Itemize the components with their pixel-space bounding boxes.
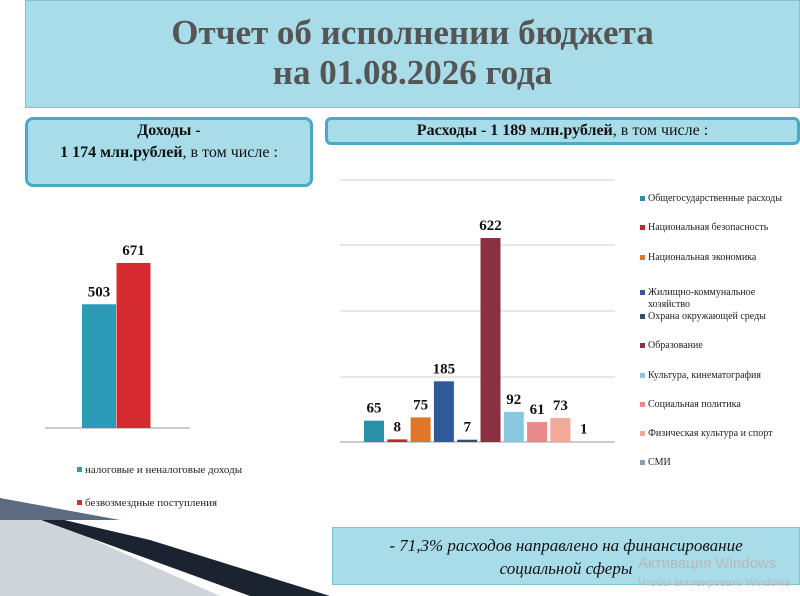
legend-swatch (640, 460, 645, 465)
legend-swatch (640, 314, 645, 319)
watermark-text: Чтобы активировать Windows (638, 577, 791, 589)
legend-swatch (640, 402, 645, 407)
legend-swatch (640, 431, 645, 436)
chart-right: 65 8 75 185 7 622 92 61 73 1 (364, 218, 594, 442)
legend-swatch (640, 196, 645, 201)
watermark: Активация Windows Чтобы активировать Wind… (638, 555, 790, 592)
chart-left: 503 671 (82, 243, 151, 428)
legend-item: Общегосударственные расходы (640, 193, 796, 205)
value-label: 75 (413, 397, 428, 413)
legend-item: Социальная политика (640, 399, 796, 411)
income-label: Доходы - (137, 122, 201, 139)
value-label: 503 (88, 284, 111, 300)
value-label: 7 (463, 420, 471, 436)
legend-swatch (640, 255, 645, 260)
value-label: 61 (530, 402, 545, 418)
note: социальной сферы (499, 559, 633, 578)
bar (433, 381, 454, 442)
value-label: 65 (367, 401, 382, 417)
bar (82, 304, 116, 428)
legend-label: Жилищно-коммунальное хозяйство (648, 287, 756, 310)
legend-item: Жилищно-коммунальное хозяйство (640, 287, 796, 311)
legend-item: СМИ (640, 457, 796, 469)
decor (0, 498, 120, 520)
legend-swatch (640, 373, 645, 378)
legend-item: Национальная безопасность (640, 222, 796, 234)
bar (387, 439, 408, 442)
note: - 71,3% расходов направлено на финансиро… (389, 536, 743, 555)
bar (527, 421, 548, 442)
income-amount: 1 174 млн.рублей (60, 144, 183, 161)
bar (116, 262, 151, 428)
bar (364, 420, 384, 442)
bar (410, 417, 431, 442)
legend-swatch (640, 343, 645, 348)
legend-item: Охрана окружающей среды (640, 311, 796, 323)
value-label: 671 (122, 243, 145, 259)
bar (480, 237, 501, 442)
watermark-text: Активация Windows (638, 555, 777, 572)
legend-label: Социальная политика (648, 399, 741, 410)
legend-label: Общегосударственные расходы (648, 193, 782, 204)
expense-box: Расходы - 1 189 млн.рублей, в том числе … (325, 117, 800, 145)
legend-label: Физическая культура и спорт (648, 428, 773, 439)
value-label: 8 (394, 419, 402, 435)
income-box: Доходы - 1 174 млн.рублей, в том числе : (25, 117, 313, 187)
title: Отчет об исполнении бюджета (171, 13, 654, 52)
bar (503, 411, 524, 442)
bar (550, 418, 571, 442)
legend-item: безвозмездные поступления (77, 497, 305, 509)
legend-swatch (77, 467, 82, 472)
note-box: - 71,3% расходов направлено на финансиро… (332, 527, 800, 585)
legend-swatch (77, 500, 82, 505)
legend-item: Физическая культура и спорт (640, 428, 796, 440)
decor (0, 505, 330, 596)
legend-label: безвозмездные поступления (85, 497, 218, 509)
value-label: 1 (580, 422, 588, 438)
value-label: 185 (433, 361, 456, 377)
legend-label: Охрана окружающей среды (648, 311, 766, 322)
bar (457, 439, 478, 442)
legend-swatch (640, 290, 645, 295)
legend-label: Национальная безопасность (648, 222, 769, 233)
value-label: 622 (479, 218, 502, 234)
legend-swatch (640, 225, 645, 230)
expense-lead: Расходы - 1 189 млн.рублей (416, 122, 613, 139)
legend-label: СМИ (648, 457, 671, 468)
legend-item: налоговые и неналоговые доходы (77, 464, 305, 476)
value-label: 73 (553, 398, 568, 414)
legend-label: налоговые и неналоговые доходы (85, 464, 243, 476)
legend-label: Культура, кинематография (648, 370, 761, 381)
legend-item: Национальная экономика (640, 252, 796, 264)
value-label: 92 (506, 392, 521, 408)
legend-item: Культура, кинематография (640, 370, 796, 382)
title-box: Отчет об исполнении бюджета на 01.08.202… (25, 0, 800, 108)
legend-label: Национальная экономика (648, 252, 757, 263)
legend-item: Образование (640, 340, 796, 352)
expense-rest: , в том числе : (612, 122, 709, 139)
title: на 01.08.2026 года (272, 53, 553, 92)
income-rest: , в том числе : (182, 144, 278, 161)
legend-label: Образование (648, 340, 703, 351)
grid (340, 179, 615, 378)
